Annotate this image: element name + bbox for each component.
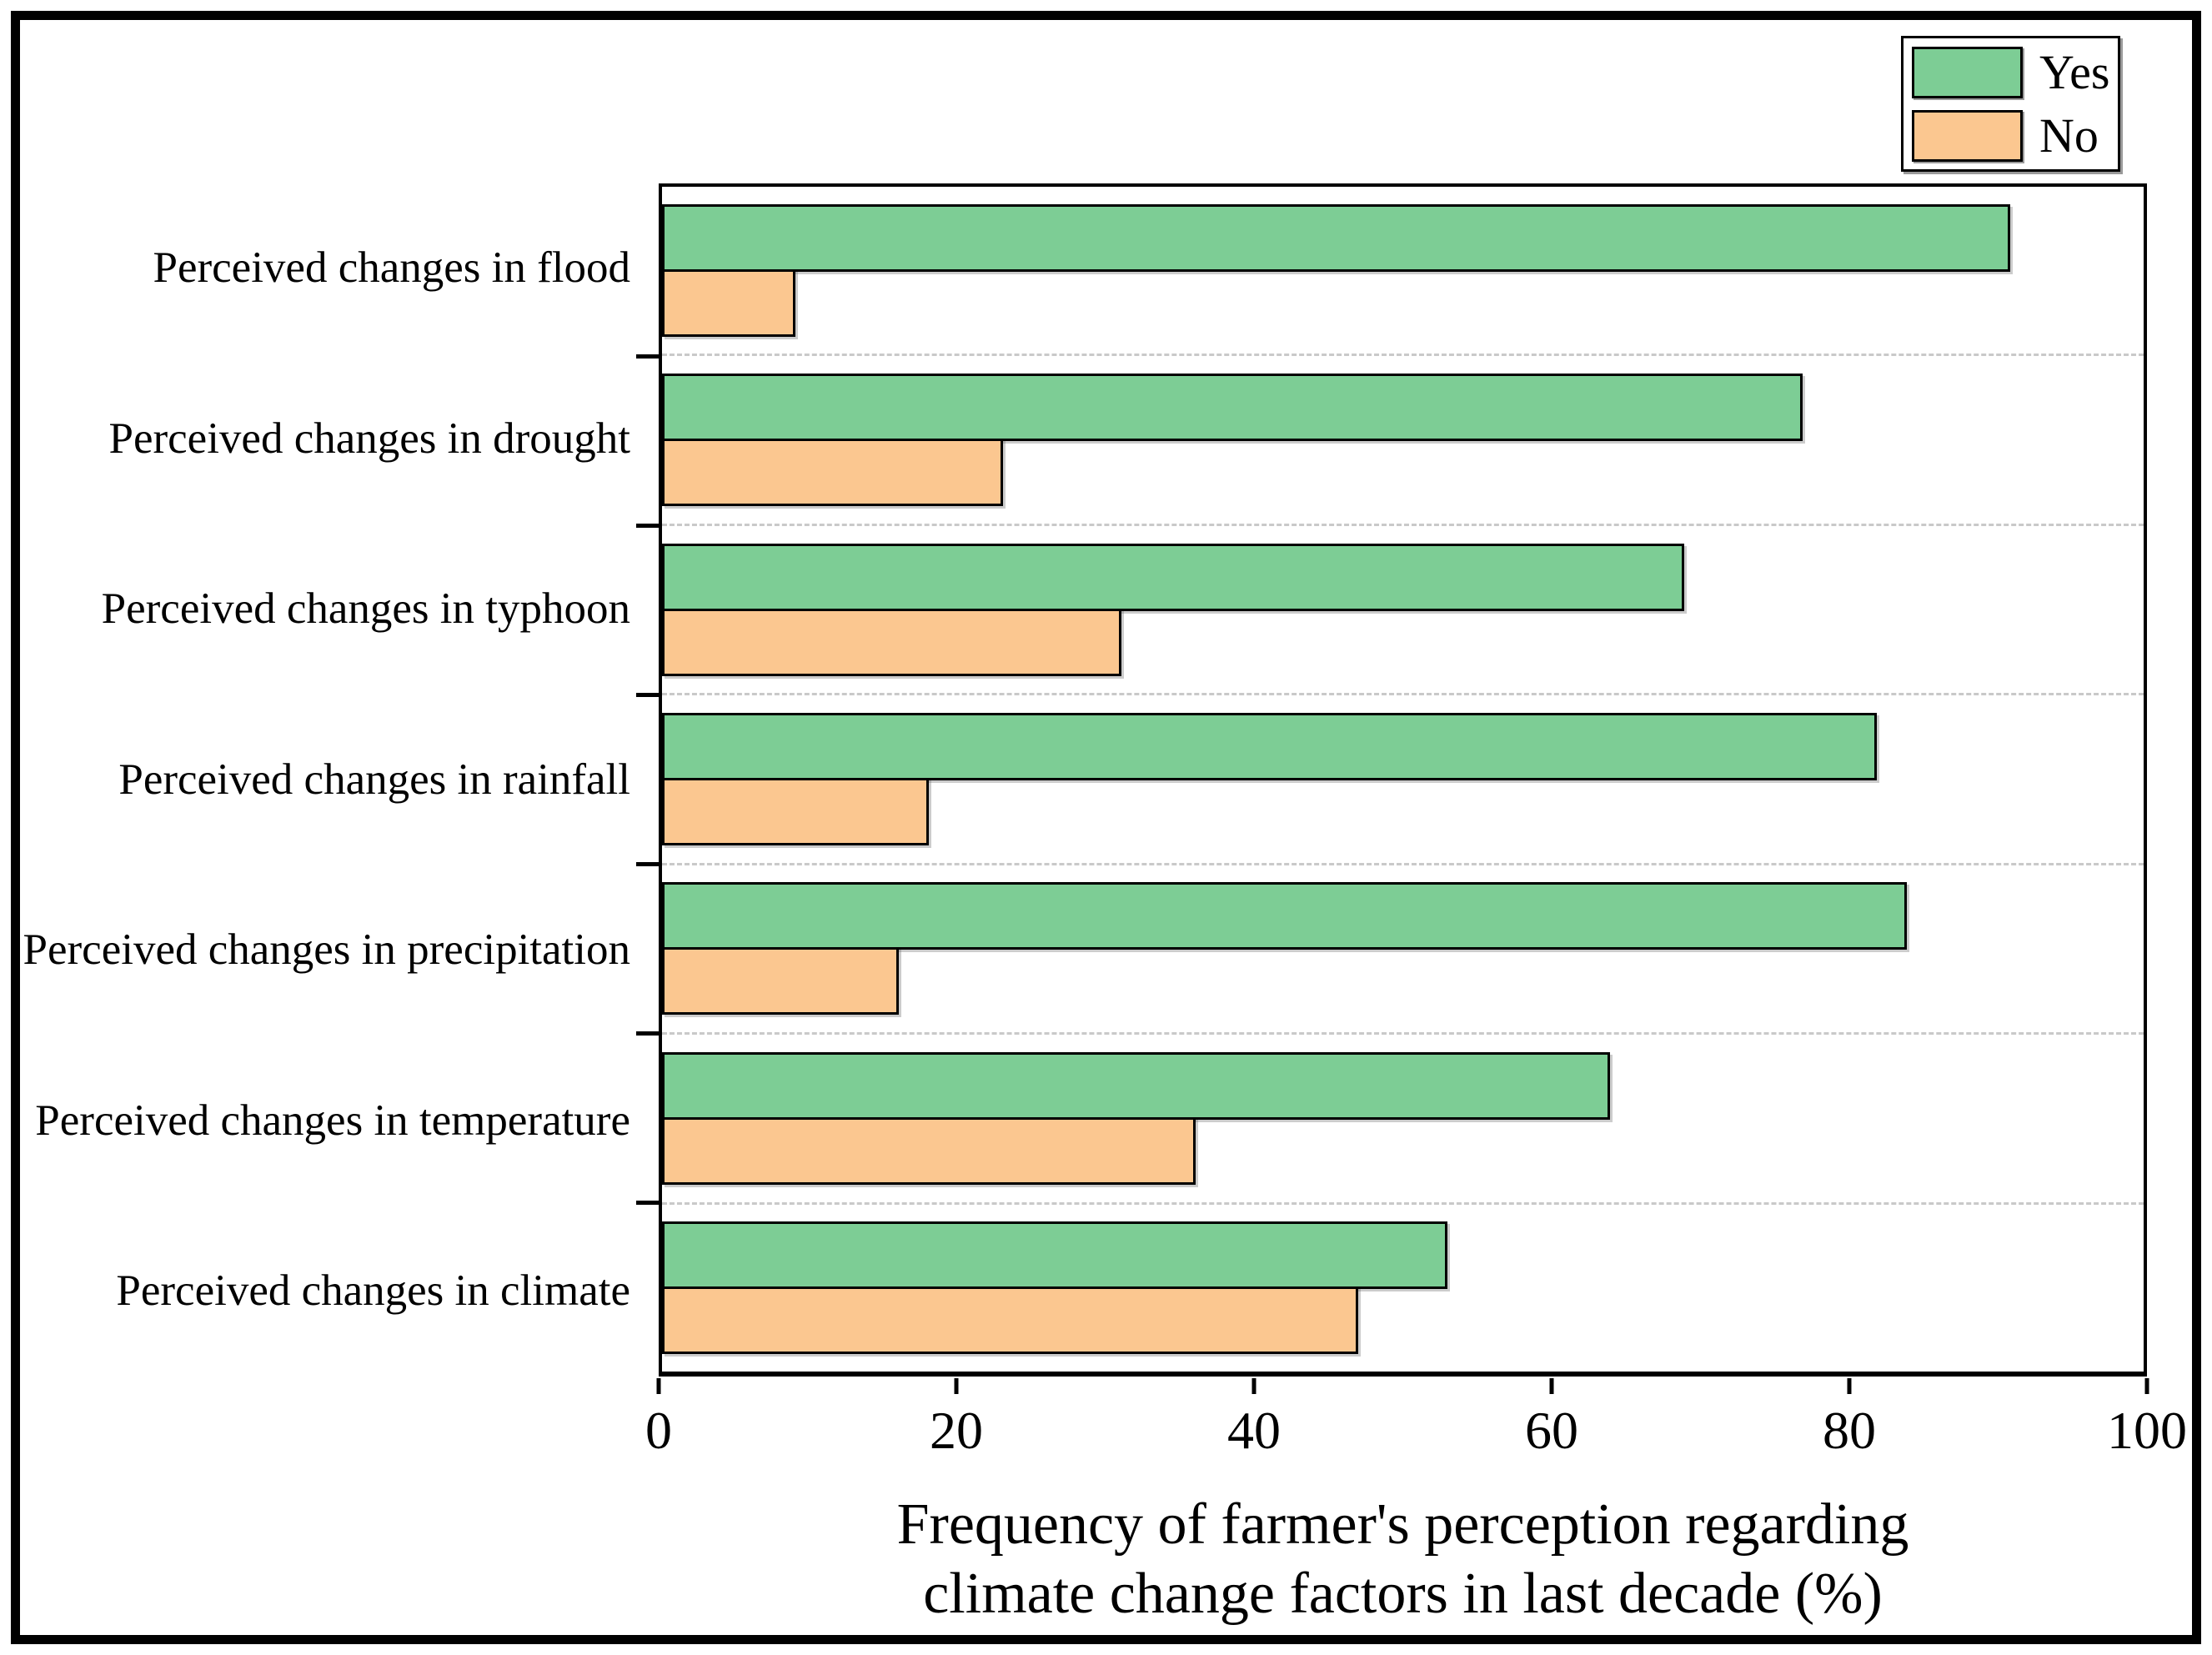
x-axis-tick-label: 80	[1823, 1401, 1876, 1460]
x-axis-tick-label: 100	[2107, 1401, 2187, 1460]
y-axis-tick	[636, 1031, 659, 1036]
legend-item-no: No	[1912, 108, 2109, 163]
category-label: Perceived changes in climate	[116, 1266, 630, 1315]
bar-no-6	[662, 1116, 1196, 1185]
plot-area	[636, 183, 2147, 1377]
category-label: Perceived changes in flood	[153, 243, 631, 293]
x-axis-tick-label: 0	[645, 1401, 672, 1460]
x-axis-tick	[1251, 1378, 1256, 1394]
x-axis-tick-label: 20	[930, 1401, 983, 1460]
category-axis-labels: Perceived changes in flood Perceived chan…	[15, 183, 644, 1377]
x-axis: 0 20 40 60 80 100	[645, 1377, 2187, 1502]
category-label: Perceived changes in temperature	[35, 1096, 630, 1145]
x-axis-title-line-2: climate change factors in last decade (%…	[923, 1561, 1883, 1626]
legend: Yes No	[1901, 36, 2120, 172]
y-axis-tick	[636, 354, 659, 359]
bar-group	[662, 695, 2144, 865]
bar-group	[662, 1035, 2144, 1205]
y-axis-tick	[636, 861, 659, 866]
bar-no-5	[662, 947, 900, 1016]
category-label: Perceived changes in precipitation	[23, 925, 630, 975]
category-label: Perceived changes in rainfall	[118, 755, 630, 804]
bar-yes-4	[662, 712, 1878, 780]
x-axis-title: Frequency of farmer's perception regardi…	[659, 1491, 2147, 1628]
legend-label: No	[2039, 108, 2099, 163]
bar-no-7	[662, 1286, 1359, 1355]
y-axis-tick	[636, 693, 659, 697]
bar-group	[662, 187, 2144, 357]
bar-yes-2	[662, 374, 1803, 442]
bar-group	[662, 1205, 2144, 1372]
bar-yes-5	[662, 882, 1907, 950]
x-axis-tick-label: 40	[1227, 1401, 1281, 1460]
bar-no-2	[662, 439, 1003, 507]
bar-yes-6	[662, 1051, 1611, 1120]
bar-group	[662, 526, 2144, 696]
y-axis-tick	[636, 1201, 659, 1205]
x-axis-tick	[2144, 1378, 2149, 1394]
legend-label: Yes	[2039, 45, 2110, 99]
legend-item-yes: Yes	[1912, 44, 2109, 100]
bar-group	[662, 356, 2144, 526]
y-axis-tick	[636, 523, 659, 528]
bar-yes-1	[662, 203, 2011, 272]
x-axis-tick-label: 60	[1525, 1401, 1578, 1460]
category-label: Perceived changes in drought	[108, 414, 631, 463]
x-axis-tick	[1549, 1378, 1554, 1394]
bar-yes-7	[662, 1221, 1447, 1290]
bar-group	[662, 865, 2144, 1036]
x-axis-tick	[954, 1378, 959, 1394]
bar-no-3	[662, 608, 1121, 676]
category-label: Perceived changes in typhoon	[101, 584, 630, 634]
x-axis-tick	[1847, 1378, 1852, 1394]
legend-swatch-no	[1912, 109, 2023, 162]
x-axis-tick	[656, 1378, 661, 1394]
legend-swatch-yes	[1912, 46, 2023, 98]
bar-yes-3	[662, 543, 1685, 611]
bar-no-1	[662, 268, 795, 337]
bar-no-4	[662, 777, 929, 845]
x-axis-title-line-1: Frequency of farmer's perception regardi…	[896, 1492, 1909, 1557]
